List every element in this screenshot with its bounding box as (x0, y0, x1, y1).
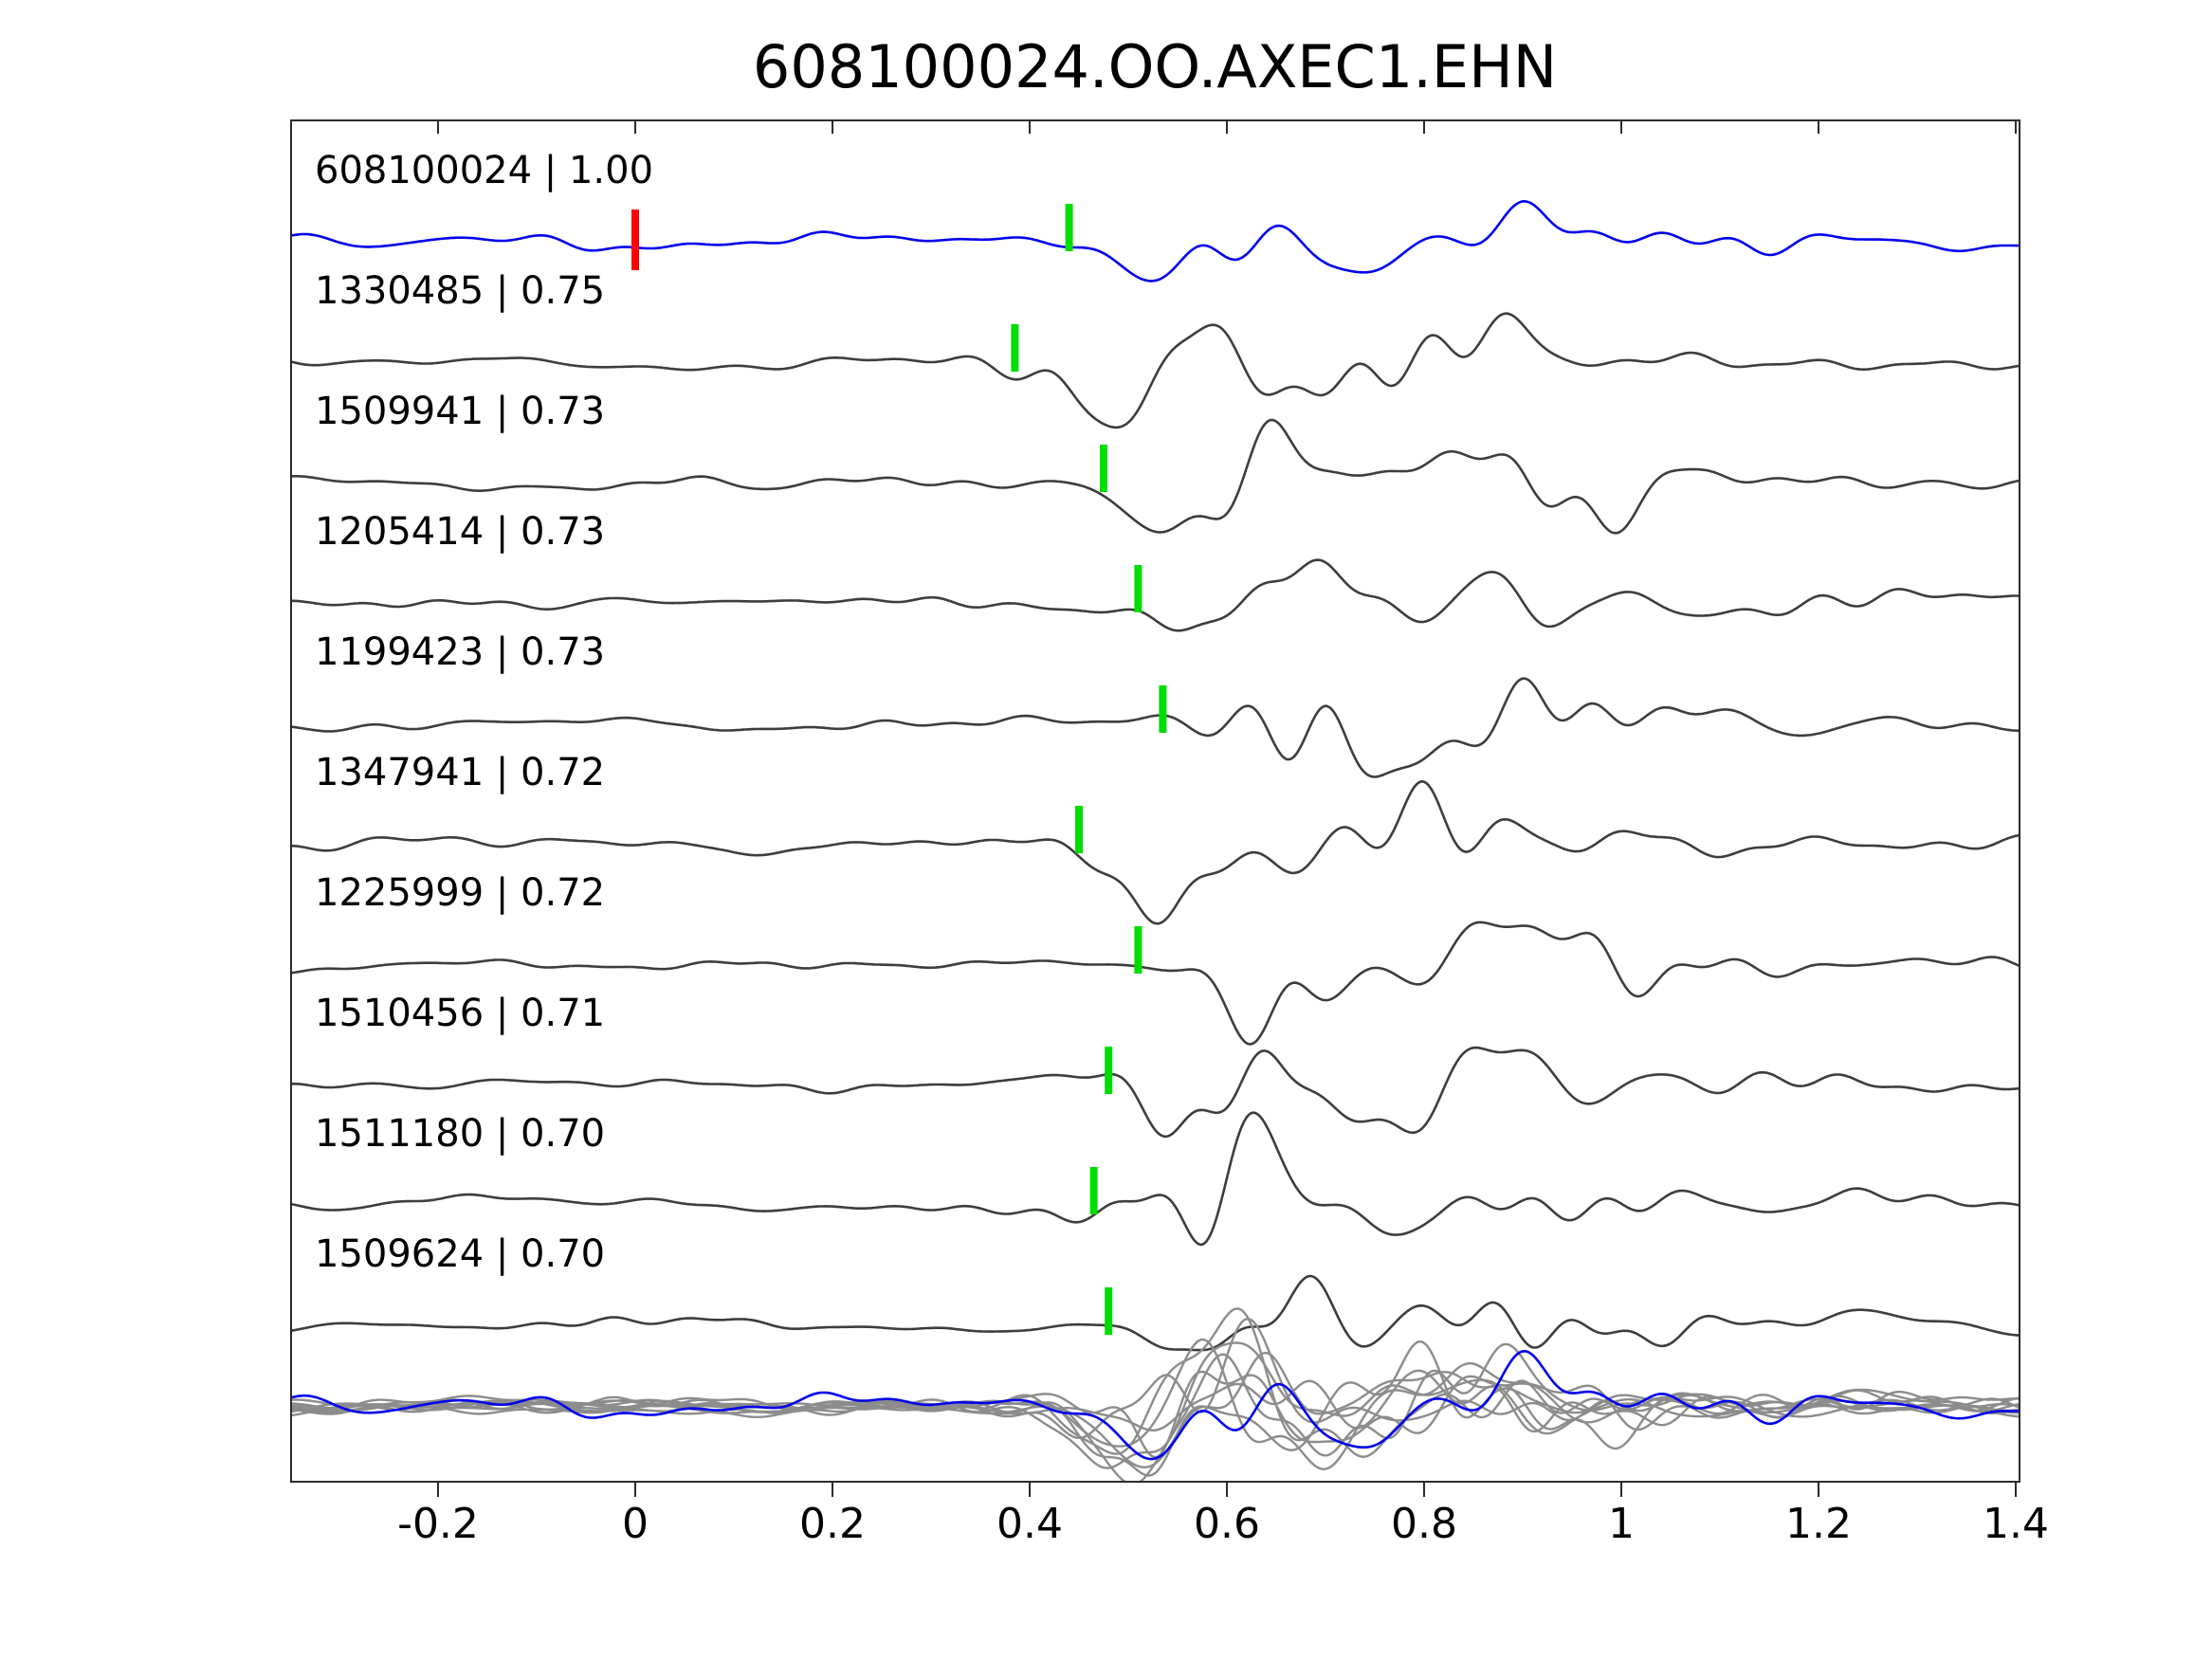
pick-marker (1134, 565, 1143, 612)
detection-trace-path (291, 1274, 2020, 1352)
axis-ticks-group (437, 120, 2017, 1497)
x-tick-label: 1.2 (1785, 1500, 1852, 1548)
trace-label: 1205414 | 0.73 (315, 510, 605, 554)
trace-label: 608100024 | 1.00 (315, 149, 653, 192)
overlay-trace-path (291, 1318, 2020, 1440)
pick-marker (1075, 806, 1083, 853)
template-trace-path (291, 200, 2020, 283)
detection-trace-path (291, 418, 2020, 535)
x-tick-label: 0.2 (799, 1500, 866, 1548)
trace-label: 1509941 | 0.73 (315, 390, 605, 433)
trace-label: 1510456 | 0.71 (315, 992, 605, 1035)
template-time-marker (631, 210, 639, 270)
pick-marker (1011, 324, 1019, 372)
trace-label: 1509624 | 0.70 (315, 1232, 605, 1276)
plot-frame (290, 119, 2020, 1483)
trace-label: 1511180 | 0.70 (315, 1112, 605, 1156)
x-tick-label: 0.8 (1391, 1500, 1457, 1548)
trace-label: 1199423 | 0.73 (315, 630, 605, 674)
detection-trace-path (291, 779, 2020, 925)
detection-trace-path (291, 1046, 2020, 1139)
detection-trace-path (291, 921, 2020, 1046)
traces-group (291, 200, 2020, 1482)
chart-title: 608100024.OO.AXEC1.EHN (753, 32, 1557, 101)
overlay-trace-path (291, 1369, 2020, 1433)
pick-marker (1089, 1167, 1098, 1214)
pick-marker (1134, 926, 1143, 974)
x-tick-label: 0 (622, 1500, 649, 1548)
trace-label: 1347941 | 0.72 (315, 751, 605, 794)
x-tick-label: 0.6 (1194, 1500, 1260, 1548)
x-tick-label: 1 (1608, 1500, 1635, 1548)
pick-markers-group (631, 204, 1167, 1335)
pick-marker (1105, 1287, 1113, 1335)
pick-marker (1159, 685, 1167, 733)
detection-trace-path (291, 677, 2020, 778)
detection-trace-path (291, 1111, 2020, 1247)
pick-marker (1100, 445, 1107, 492)
trace-label: 1330485 | 0.75 (315, 269, 605, 313)
trace-labels-group: 608100024 | 1.00 1330485 | 0.75 1509941 | … (315, 149, 653, 1276)
axis-tick-labels-group: -0.2 0 0.2 0.4 0.6 0.8 1 1.2 1.4 (397, 1500, 2049, 1548)
trace-label: 1225999 | 0.72 (315, 871, 605, 915)
x-tick-label: 0.4 (996, 1500, 1063, 1548)
detection-trace-path (291, 558, 2020, 632)
x-tick-label: -0.2 (397, 1500, 479, 1548)
x-tick-label: 1.4 (1983, 1500, 2049, 1548)
pick-marker (1105, 1047, 1113, 1094)
overlay-template-path (291, 1350, 2020, 1461)
detection-trace-path (291, 312, 2020, 429)
pick-marker (1065, 204, 1073, 251)
